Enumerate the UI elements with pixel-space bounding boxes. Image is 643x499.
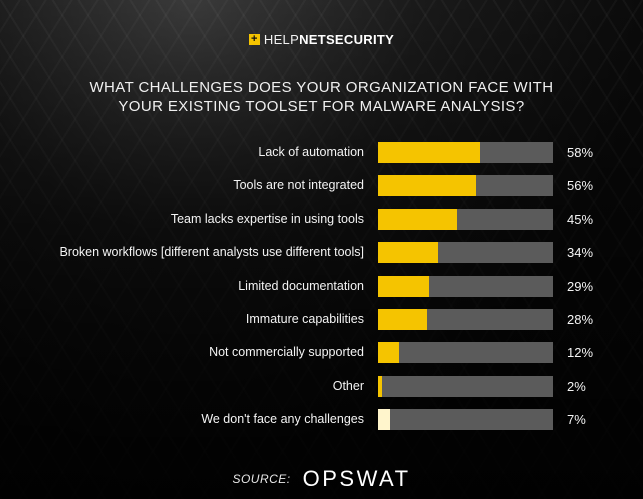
logo-text-help: HELP [263, 32, 300, 47]
source-label: SOURCE: [232, 472, 291, 486]
bar [378, 242, 438, 264]
source-footer: SOURCE: OPSWAT [0, 466, 643, 492]
bar [378, 208, 457, 230]
helpnetsecurity-logo: + HELP NETSECURITY [0, 32, 643, 47]
bar-track [378, 309, 553, 330]
value-label: 2% [567, 378, 586, 394]
bar [378, 142, 480, 163]
category-label: We don't face any challenges [201, 412, 364, 427]
bar [378, 175, 476, 197]
bar-track [378, 375, 553, 397]
bar-track [378, 142, 553, 163]
category-label: Other [332, 378, 364, 393]
value-label: 34% [567, 245, 594, 261]
bar-track [378, 208, 553, 230]
category-label: Not commercially supported [209, 345, 364, 360]
bar [378, 342, 399, 364]
chart-title-line-1: WHAT CHALLENGES DOES YOUR ORGANIZATION F… [89, 79, 554, 96]
plus-icon: + [248, 34, 260, 45]
bar [378, 309, 427, 330]
value-label: 12% [567, 345, 594, 361]
value-label: 29% [567, 278, 594, 294]
value-label: 45% [567, 211, 594, 227]
value-label: 58% [567, 145, 594, 160]
opswat-logo: OPSWAT [302, 466, 411, 491]
chart-title-line-2: YOUR EXISTING TOOLSET FOR MALWARE ANALYS… [118, 98, 525, 115]
value-label: 7% [567, 412, 586, 428]
bar-track [378, 342, 553, 364]
bar [378, 375, 382, 397]
logo-text-netsecurity: NETSECURITY [299, 32, 395, 47]
bar-track [378, 275, 553, 297]
category-label: Immature capabilities [245, 312, 364, 326]
bar-track [378, 409, 553, 431]
category-label: Broken workflows [different analysts use… [59, 245, 364, 260]
category-label: Limited documentation [238, 278, 364, 293]
category-label: Lack of automation [258, 145, 364, 159]
value-label: 28% [567, 312, 594, 327]
bar-track [378, 175, 553, 197]
bar [378, 275, 429, 297]
chart-title: WHAT CHALLENGES DOES YOUR ORGANIZATION F… [0, 78, 643, 116]
bar [378, 409, 391, 431]
bar-track [378, 242, 553, 264]
category-label: Tools are not integrated [233, 178, 364, 193]
category-label: Team lacks expertise in using tools [170, 211, 364, 226]
value-label: 56% [567, 178, 594, 194]
